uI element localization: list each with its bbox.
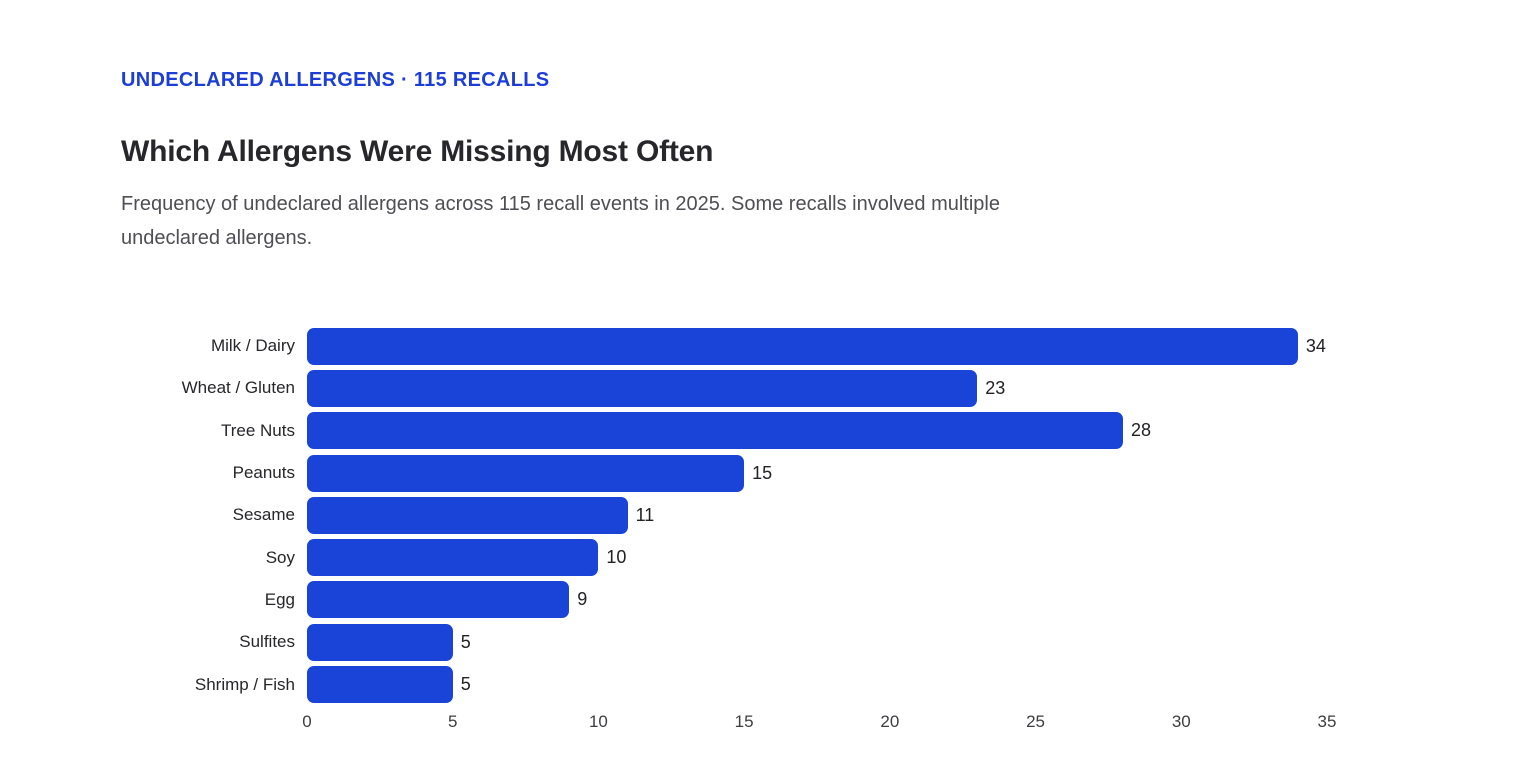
value-label: 5	[460, 631, 471, 652]
x-axis-tick: 10	[588, 711, 608, 731]
eyebrow-label: UNDECLARED ALLERGENS · 115 RECALLS	[121, 69, 550, 91]
bar-row: Egg 9	[121, 579, 1536, 621]
category-label: Shrimp / Fish	[194, 674, 295, 694]
bar	[307, 623, 453, 661]
bar-row: Sulfites 5	[121, 621, 1536, 663]
bar-track: 23	[307, 369, 1327, 407]
bar-track: 28	[307, 412, 1327, 450]
bar-track: 15	[307, 454, 1327, 492]
x-axis-tick: 20	[880, 711, 900, 731]
bar	[307, 454, 745, 492]
bar	[307, 581, 570, 619]
value-label: 5	[460, 674, 471, 695]
x-axis-tick: 0	[302, 711, 312, 731]
page: UNDECLARED ALLERGENS · 115 RECALLS Which…	[121, 69, 1536, 736]
bar-track: 10	[307, 539, 1327, 577]
page-subtitle: Frequency of undeclared allergens across…	[121, 193, 1000, 249]
bar-rows: Milk / Dairy 34 Wheat / Gluten 23 Tree Nuts 2…	[121, 325, 1536, 706]
x-axis: 0 5 10 15 20 25 30 35	[302, 711, 1336, 736]
x-axis-tick: 30	[1171, 711, 1191, 731]
value-label: 34	[1305, 335, 1326, 356]
value-label: 9	[577, 589, 588, 610]
bar-track: 34	[307, 327, 1327, 365]
category-label: Sulfites	[239, 632, 295, 652]
bar	[307, 412, 1123, 450]
bar	[307, 539, 599, 577]
category-label: Peanuts	[232, 463, 295, 483]
bar	[307, 666, 453, 704]
bar-track: 11	[307, 496, 1327, 534]
x-axis-tick: 35	[1317, 711, 1337, 731]
bar-row: Milk / Dairy 34	[121, 325, 1536, 367]
bar-row: Sesame 11	[121, 494, 1536, 536]
bar-row: Shrimp / Fish 5	[121, 663, 1536, 705]
value-label: 10	[606, 547, 627, 568]
category-label: Milk / Dairy	[210, 336, 295, 356]
bar	[307, 327, 1298, 365]
x-axis-tick: 25	[1026, 711, 1046, 731]
x-axis-tick: 5	[447, 711, 458, 731]
bar-row: Wheat / Gluten 23	[121, 367, 1536, 409]
bar-track: 5	[307, 666, 1327, 704]
bar	[307, 496, 628, 534]
bar-track: 5	[307, 623, 1327, 661]
x-axis-tick: 15	[734, 711, 754, 731]
bar-row: Peanuts 15	[121, 452, 1536, 494]
category-label: Egg	[264, 589, 295, 609]
category-label: Tree Nuts	[220, 420, 295, 440]
bar	[307, 369, 978, 407]
value-label: 15	[752, 462, 773, 483]
page-title: Which Allergens Were Missing Most Often	[121, 135, 714, 168]
bar-row: Soy 10	[121, 536, 1536, 578]
category-label: Soy	[265, 547, 295, 567]
value-label: 11	[635, 504, 655, 525]
category-label: Sesame	[232, 505, 295, 525]
category-label: Wheat / Gluten	[181, 378, 295, 398]
bar-track: 9	[307, 581, 1327, 619]
value-label: 23	[985, 377, 1006, 398]
bar-row: Tree Nuts 28	[121, 410, 1536, 452]
value-label: 28	[1131, 420, 1152, 441]
bar-chart: Milk / Dairy 34 Wheat / Gluten 23 Tree Nuts 2…	[121, 325, 1536, 736]
